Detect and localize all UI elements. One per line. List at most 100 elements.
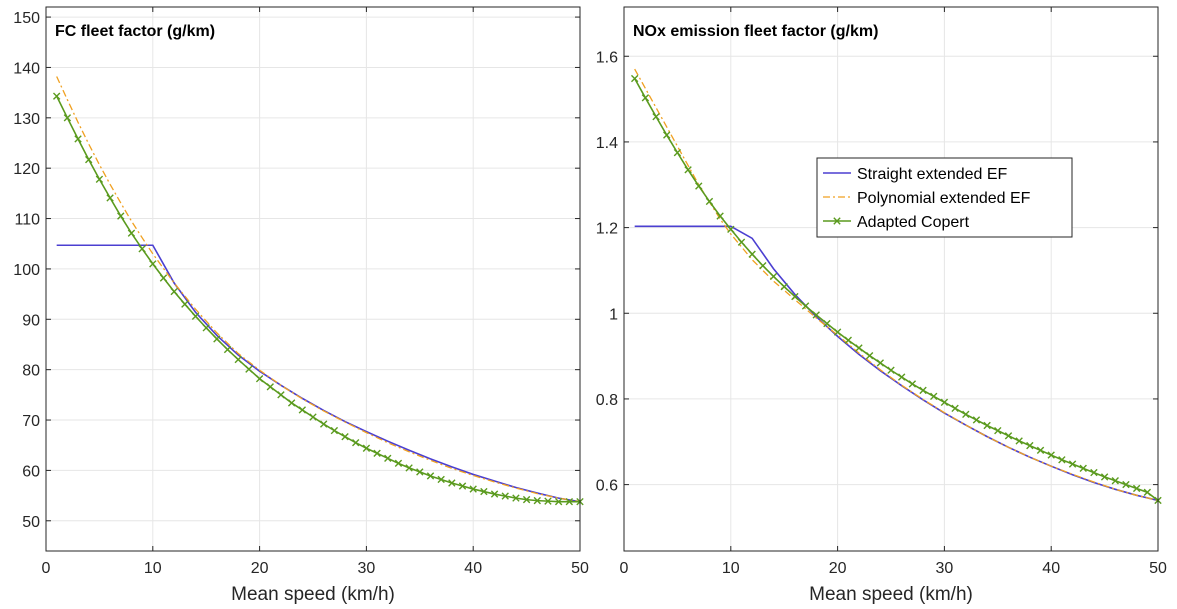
data-point-marker xyxy=(833,328,842,336)
series-line-polynomial xyxy=(56,76,580,503)
data-point-marker xyxy=(876,359,885,367)
y-tick-label: 70 xyxy=(22,413,40,430)
data-point-marker xyxy=(362,444,371,452)
data-point-marker xyxy=(791,292,799,301)
data-point-marker xyxy=(630,74,639,83)
y-tick-label: 1 xyxy=(609,306,618,323)
data-point-marker xyxy=(1026,441,1034,450)
data-point-marker xyxy=(962,410,970,419)
data-point-marker xyxy=(737,238,746,246)
data-point-marker xyxy=(117,212,125,220)
x-tick-label: 20 xyxy=(829,560,847,577)
x-axis-label: Mean speed (km/h) xyxy=(231,584,395,605)
data-point-marker xyxy=(223,345,232,354)
data-point-marker xyxy=(213,335,221,343)
data-point-marker xyxy=(887,366,895,374)
data-point-marker xyxy=(234,355,242,364)
data-point-marker xyxy=(319,420,328,428)
y-tick-label: 100 xyxy=(13,262,40,279)
data-point-marker xyxy=(727,225,735,234)
data-point-marker xyxy=(554,497,563,506)
y-tick-label: 140 xyxy=(13,60,40,77)
data-point-marker xyxy=(844,336,852,344)
data-point-marker xyxy=(287,399,296,407)
data-point-marker xyxy=(384,454,392,463)
x-tick-label: 50 xyxy=(571,560,589,577)
x-tick-label: 40 xyxy=(464,560,482,577)
data-point-marker xyxy=(138,245,146,253)
data-point-marker xyxy=(373,449,381,457)
chart-title: NOx emission fleet factor (g/km) xyxy=(633,23,878,40)
data-point-marker xyxy=(919,386,927,395)
data-point-marker xyxy=(855,344,863,352)
data-point-marker xyxy=(416,468,424,476)
y-tick-label: 80 xyxy=(22,363,40,380)
y-tick-label: 130 xyxy=(13,111,40,128)
y-tick-label: 150 xyxy=(13,10,40,27)
y-tick-label: 90 xyxy=(22,312,40,329)
data-point-marker xyxy=(823,319,831,328)
data-point-marker xyxy=(641,94,650,102)
y-tick-label: 0.6 xyxy=(596,478,618,495)
data-point-marker xyxy=(448,479,456,487)
x-tick-label: 40 xyxy=(1042,560,1060,577)
data-point-marker xyxy=(769,272,778,281)
legend-entry-polynomial: Polynomial extended EF xyxy=(823,190,1031,207)
data-point-marker xyxy=(394,459,403,468)
data-point-marker xyxy=(930,392,938,401)
plot-area xyxy=(46,7,580,551)
series-line-polynomial xyxy=(634,68,1158,502)
axes-frame xyxy=(45,6,581,552)
data-point-marker xyxy=(801,302,810,310)
plot-area xyxy=(624,7,1158,551)
data-point-marker xyxy=(812,311,820,319)
data-point-marker xyxy=(330,426,339,435)
data-point-marker xyxy=(309,413,317,421)
x-tick-label: 50 xyxy=(1149,560,1167,577)
series-line-straight xyxy=(56,244,580,503)
data-point-marker xyxy=(865,351,874,360)
data-point-marker xyxy=(426,472,435,480)
data-point-marker xyxy=(170,287,178,296)
data-point-marker xyxy=(1122,480,1130,489)
x-tick-label: 0 xyxy=(42,560,51,577)
y-tick-label: 120 xyxy=(13,161,40,178)
data-point-marker xyxy=(673,148,682,157)
data-point-marker xyxy=(63,114,72,122)
data-point-marker xyxy=(994,426,1002,435)
data-point-marker xyxy=(149,260,157,268)
y-tick-label: 1.6 xyxy=(596,49,618,66)
data-point-marker xyxy=(1036,446,1045,455)
data-point-marker xyxy=(512,494,520,502)
x-tick-label: 30 xyxy=(358,560,376,577)
data-point-marker xyxy=(684,166,692,174)
data-point-marker xyxy=(705,197,714,206)
data-point-marker xyxy=(490,490,499,498)
data-point-marker xyxy=(951,404,959,413)
data-point-marker xyxy=(298,406,307,414)
legend-marker xyxy=(833,217,841,225)
y-tick-label: 1.4 xyxy=(596,135,618,152)
data-point-marker xyxy=(522,495,531,504)
legend-entry-straight: Straight extended EF xyxy=(823,166,1008,183)
legend-box xyxy=(816,157,1073,238)
data-point-marker xyxy=(759,262,767,270)
fc-fleet-factor-chart: 0 10 20 30 40 50 50 60 70 80 90 100 110 120 130 140 150 M… xyxy=(13,6,589,605)
data-point-marker xyxy=(95,175,104,183)
data-point-marker xyxy=(341,432,349,441)
data-point-marker xyxy=(748,250,756,258)
data-point-marker xyxy=(245,365,253,373)
data-point-marker xyxy=(469,485,477,493)
legend-label: Adapted Copert xyxy=(857,214,970,231)
x-tick-label: 10 xyxy=(144,560,162,577)
data-point-marker xyxy=(74,135,82,143)
data-point-marker xyxy=(1047,451,1055,459)
data-point-marker xyxy=(716,212,724,220)
data-point-marker xyxy=(181,300,189,308)
data-point-marker xyxy=(897,373,906,381)
data-point-marker xyxy=(501,492,509,500)
data-point-marker xyxy=(458,482,467,490)
y-tick-label: 50 xyxy=(22,514,40,531)
x-tick-label: 0 xyxy=(620,560,629,577)
